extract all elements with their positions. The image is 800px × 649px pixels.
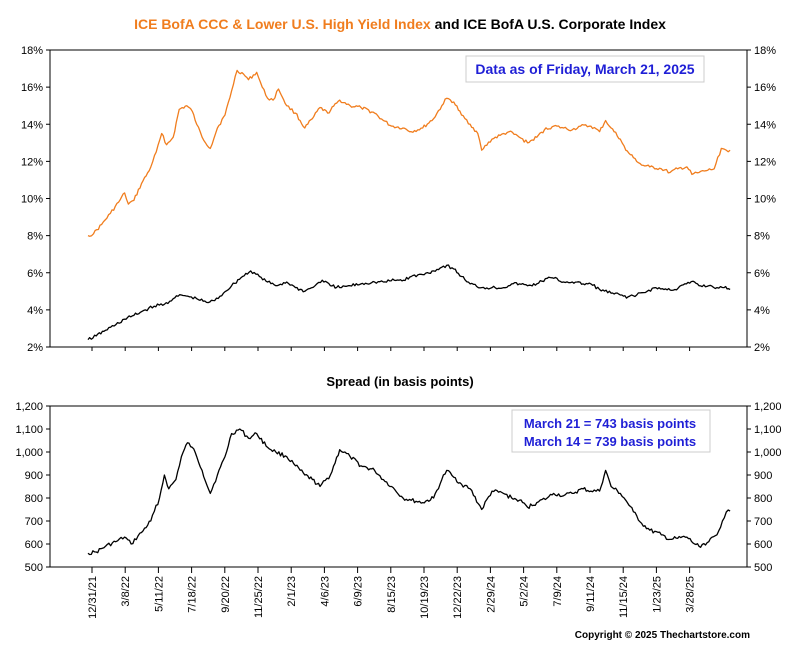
top-y-ticks: 2% 2% 4% 4% 6% 6% 8% 8% 10% 10% 12% 12% 14% 14% 16% 16%… [21,45,776,354]
series-line-corporate [87,264,731,341]
y-tick-label-right: 1,100 [754,424,782,436]
spread-annotation-2: March 14 = 739 basis points [524,434,696,449]
bottom-panel-frame [49,405,748,568]
y-tick-label-right: 1,200 [754,401,782,413]
y-tick-label-right: 8% [754,231,770,243]
y-tick-label-right: 700 [754,516,772,528]
y-tick-label-left: 8% [27,231,43,243]
y-tick-label-left: 500 [25,562,43,574]
x-tick-label: 5/2/24 [519,576,531,607]
chart-title-black: and ICE BofA U.S. Corporate Index [431,16,666,32]
x-tick-label: 11/25/22 [253,576,265,618]
x-tick-label: 2/1/23 [286,576,298,607]
y-tick-label-left: 1,200 [15,401,43,413]
x-tick-label: 6/9/23 [353,576,365,607]
y-tick-label-right: 14% [754,119,776,131]
spread-annotation-box [511,409,711,453]
y-tick-label-left: 900 [25,470,43,482]
spread-title: Spread (in basis points) [326,374,473,389]
chart-title-orange: ICE BofA CCC & Lower U.S. High Yield Ind… [134,16,431,32]
y-tick-label-left: 18% [21,45,43,57]
bottom-lines [87,428,731,556]
x-tick-label: 12/31/21 [87,576,99,619]
y-tick-label-left: 2% [27,342,43,354]
series-line-spread [87,428,731,556]
y-tick-label-right: 6% [754,268,770,280]
y-tick-label-left: 12% [21,156,43,168]
spread-annotation-1: March 21 = 743 basis points [524,416,696,431]
y-tick-label-right: 900 [754,470,772,482]
x-tick-label: 2/29/24 [485,576,497,613]
y-tick-label-left: 600 [25,539,43,551]
x-tick-label: 9/11/24 [585,576,597,612]
x-tick-label: 10/19/23 [419,576,431,619]
top-panel-frame [49,49,748,348]
y-tick-label-right: 1,000 [754,447,782,459]
y-tick-label-right: 2% [754,342,770,354]
copyright: Copyright © 2025 Thechartstore.com [575,630,750,641]
x-tick-label: 5/11/22 [153,576,165,612]
x-tick-label: 3/28/25 [685,576,697,613]
y-tick-label-right: 18% [754,45,776,57]
y-tick-label-right: 600 [754,539,772,551]
x-tick-label: 1/23/25 [651,576,663,613]
x-tick-label: 3/8/22 [120,576,132,607]
y-tick-label-right: 500 [754,562,772,574]
y-tick-label-right: 4% [754,305,770,317]
x-tick-label: 8/15/23 [386,576,398,613]
y-tick-label-right: 12% [754,156,776,168]
series-line-ccc [87,69,731,237]
y-tick-label-right: 10% [754,194,776,206]
y-tick-label-left: 6% [27,268,43,280]
x-tick-label: 11/15/24 [618,576,630,618]
y-tick-label-left: 1,000 [15,447,43,459]
top-annotation-box [465,55,705,83]
chart-title: ICE BofA CCC & Lower U.S. High Yield Ind… [134,16,666,32]
top-annotation: Data as of Friday, March 21, 2025 [475,61,694,77]
y-tick-label-left: 14% [21,119,43,131]
x-tick-label: 7/18/22 [187,576,199,613]
x-tick-label: 7/9/24 [552,576,564,607]
y-tick-label-right: 16% [754,82,776,94]
y-tick-label-left: 800 [25,493,43,505]
y-tick-label-left: 10% [21,194,43,206]
y-tick-label-right: 800 [754,493,772,505]
y-tick-label-left: 4% [27,305,43,317]
x-axis: 12/31/21 3/8/22 5/11/22 7/18/22 9/20/22 11/25… [87,347,697,619]
top-lines [87,69,731,341]
y-tick-label-left: 700 [25,516,43,528]
y-tick-label-left: 16% [21,82,43,94]
y-tick-label-left: 1,100 [15,424,43,436]
x-tick-label: 12/22/23 [452,576,464,619]
x-tick-label: 9/20/22 [220,576,232,613]
x-tick-label: 4/6/23 [319,576,331,607]
bottom-y-ticks: 500 500 600 600 700 700 800 800 900 900 1,000 1,000… [15,401,781,574]
